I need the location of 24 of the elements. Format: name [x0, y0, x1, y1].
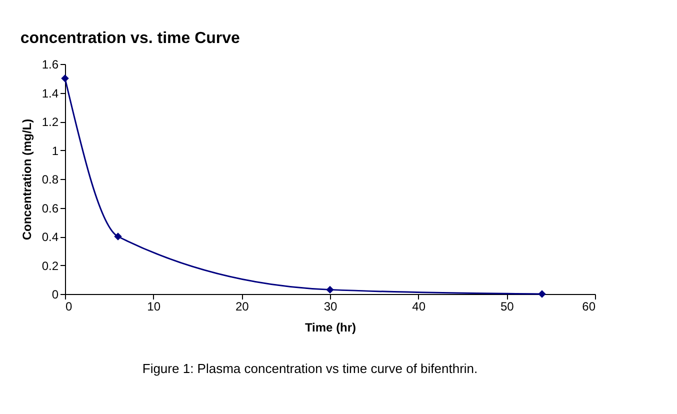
chart-title: concentration vs. time Curve: [20, 30, 240, 47]
point: [61, 74, 69, 82]
y-tick-label: 0: [52, 288, 59, 302]
y-tick-label: 0.6: [42, 201, 59, 216]
y-tick-label: 1.2: [42, 115, 59, 129]
y-tick-label: 1.4: [42, 86, 59, 100]
x-axis-title: Time (hr): [304, 320, 356, 334]
point: [538, 290, 546, 298]
y-tick-label: 0.4: [42, 230, 59, 244]
y-tick-label: 0.2: [42, 258, 59, 273]
y-axis-title: Concentration (mg/L): [20, 118, 34, 240]
x-tick-label: 50: [500, 300, 514, 314]
y-tick-label: 1.6: [42, 58, 59, 72]
x-tick-label: 0: [66, 300, 72, 314]
point: [326, 286, 334, 294]
x-tick-label: 10: [147, 300, 161, 314]
caption: Figure 1: Plasma concentration vs time curve of bifenthrin.: [142, 361, 478, 376]
x-tick-label: 40: [412, 300, 426, 314]
x-tick-label: 20: [235, 300, 250, 314]
y-tick-label: 0.8: [42, 172, 59, 186]
y-tick-label: 1: [52, 144, 59, 158]
x-tick-label: 30: [324, 300, 338, 314]
point: [114, 232, 122, 240]
x-tick-label: 60: [582, 300, 596, 314]
